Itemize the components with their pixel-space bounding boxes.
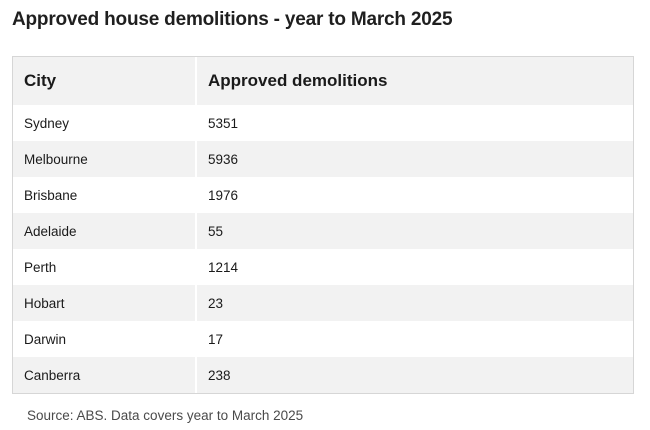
cell-city: Canberra	[13, 357, 196, 393]
table-row: Brisbane 1976	[13, 177, 633, 213]
cell-approved-demolitions: 17	[195, 321, 633, 357]
cell-city: Melbourne	[13, 141, 196, 177]
table-header-row: City Approved demolitions	[13, 57, 633, 105]
table-row: Hobart 23	[13, 285, 633, 321]
cell-approved-demolitions: 1214	[195, 249, 633, 285]
cell-city: Brisbane	[13, 177, 196, 213]
cell-city: Sydney	[13, 105, 196, 141]
data-table-container: City Approved demolitions Sydney 5351 Melb…	[12, 56, 634, 394]
cell-city: Hobart	[13, 285, 196, 321]
cell-approved-demolitions: 5936	[195, 141, 633, 177]
column-header-approved-demolitions: Approved demolitions	[195, 57, 633, 105]
cell-approved-demolitions: 238	[195, 357, 633, 393]
source-note: Source: ABS. Data covers year to March 2…	[27, 408, 304, 423]
data-table: City Approved demolitions Sydney 5351 Melb…	[13, 57, 633, 393]
cell-city: Adelaide	[13, 213, 196, 249]
column-header-city: City	[13, 57, 196, 105]
table-row: Canberra 238	[13, 357, 633, 393]
table-row: Melbourne 5936	[13, 141, 633, 177]
table-header: City Approved demolitions	[13, 57, 633, 105]
table-row: Adelaide 55	[13, 213, 633, 249]
cell-city: Darwin	[13, 321, 196, 357]
page-title: Approved house demolitions - year to Mar…	[12, 9, 453, 30]
table-row: Sydney 5351	[13, 105, 633, 141]
cell-city: Perth	[13, 249, 196, 285]
cell-approved-demolitions: 5351	[195, 105, 633, 141]
cell-approved-demolitions: 55	[195, 213, 633, 249]
table-row: Perth 1214	[13, 249, 633, 285]
table-row: Darwin 17	[13, 321, 633, 357]
cell-approved-demolitions: 23	[195, 285, 633, 321]
table-body: Sydney 5351 Melbourne 5936 Brisbane 1976 Adela…	[13, 105, 633, 393]
cell-approved-demolitions: 1976	[195, 177, 633, 213]
